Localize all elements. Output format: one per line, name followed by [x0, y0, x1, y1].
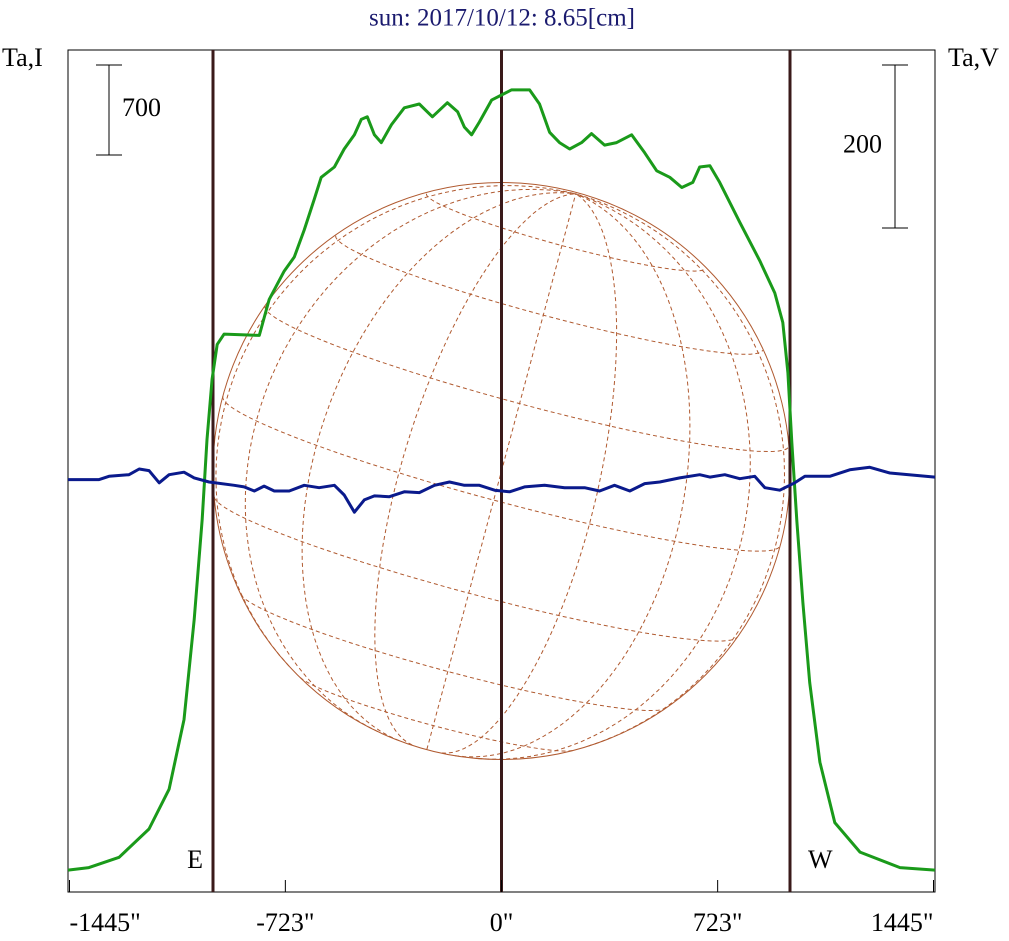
grid-curve [240, 594, 666, 711]
grid-curve [222, 396, 781, 552]
data-line [67, 88, 936, 872]
x-tick-label: -1445" [69, 908, 140, 937]
x-tick-label: 0" [490, 908, 514, 937]
grid-curve [374, 193, 576, 746]
x-tick-label: -723" [256, 908, 314, 937]
grid-curve [478, 193, 751, 760]
scale-bar-label: 700 [122, 93, 161, 122]
grid-curve [215, 185, 576, 667]
grid-curve [426, 193, 706, 272]
limb-label: W [808, 845, 833, 874]
grid-curve [441, 193, 618, 754]
limb-label: E [187, 845, 203, 874]
grid-curve [335, 235, 764, 355]
grid-curve [575, 193, 786, 747]
y-axis-label: Ta,I [2, 43, 43, 72]
grid-curve [264, 306, 790, 453]
x-tick-label: 723" [693, 908, 743, 937]
scale-bar-label: 200 [843, 129, 882, 158]
grid-curve [299, 677, 573, 752]
grid-curve [426, 193, 577, 750]
chart-title: sun: 2017/10/12: 8.65[cm] [369, 5, 635, 32]
sun-disk [212, 181, 791, 761]
y2-axis-label: Ta,V [948, 43, 999, 72]
x-tick-label: 1445" [871, 908, 934, 937]
grid-curve [213, 497, 738, 642]
grid-curve [244, 188, 576, 733]
data-line [68, 465, 936, 514]
